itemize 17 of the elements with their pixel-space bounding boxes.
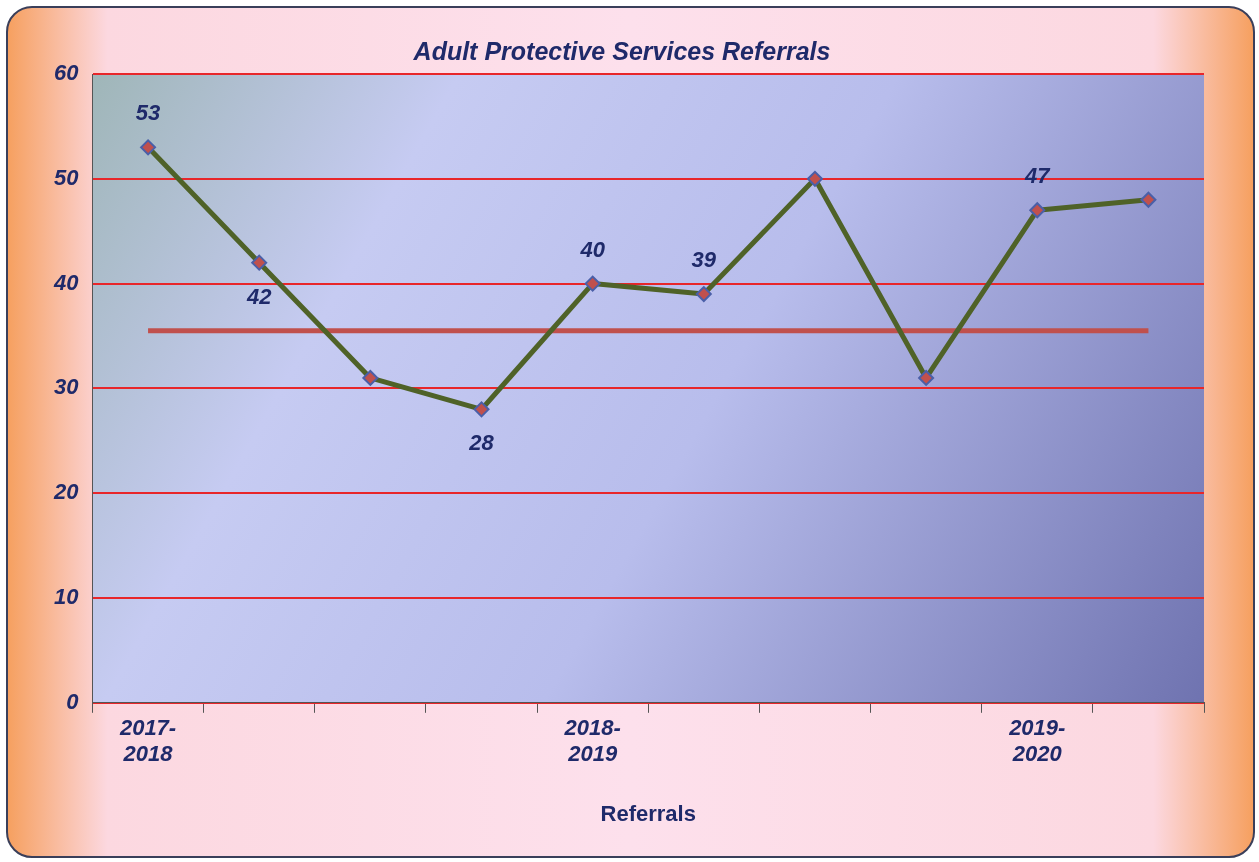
x-tick-label: 2018-2019	[563, 715, 621, 767]
y-tick-label: 30	[53, 374, 80, 400]
y-tick-label: 40	[52, 269, 80, 295]
data-label: 28	[468, 430, 495, 456]
x-tick-label: 2019-2020	[1008, 715, 1066, 767]
data-label: 53	[135, 100, 161, 126]
data-label: 42	[245, 283, 273, 309]
data-label: 40	[579, 236, 606, 262]
y-tick-label: 0	[66, 688, 80, 714]
chart-title: Adult Protective Services Referrals	[412, 36, 831, 65]
y-tick-label: 20	[52, 479, 80, 505]
y-tick-label: 50	[53, 164, 80, 190]
y-tick-label: 10	[53, 584, 80, 610]
data-label: 39	[691, 247, 717, 273]
x-tick-label: 2017-2018	[118, 715, 177, 767]
y-tick-label: 60	[53, 60, 80, 86]
x-axis-title: Referrals	[600, 800, 696, 826]
